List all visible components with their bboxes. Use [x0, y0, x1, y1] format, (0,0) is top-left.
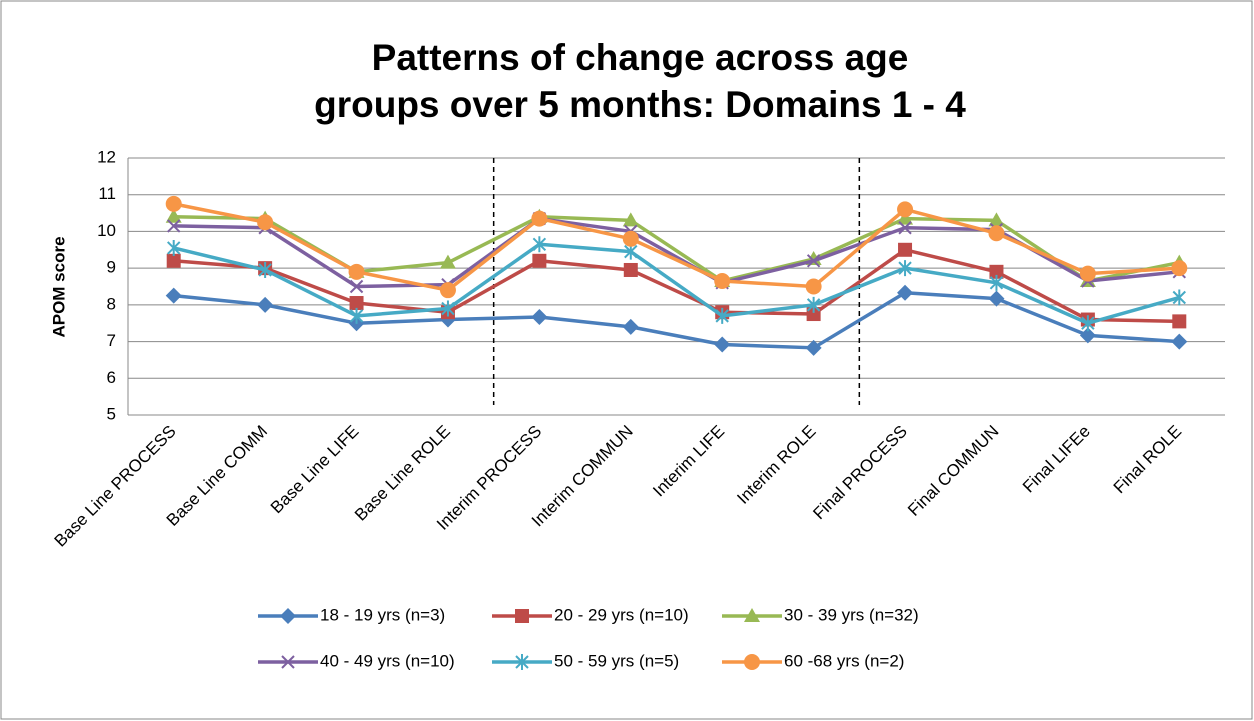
- marker: [165, 208, 182, 223]
- series: [165, 284, 1188, 356]
- marker: [1171, 333, 1188, 350]
- marker: [897, 201, 914, 218]
- series-line: [173, 248, 1180, 324]
- marker: [898, 260, 912, 277]
- marker: [349, 279, 364, 294]
- marker: [257, 214, 274, 231]
- marker: [898, 242, 913, 257]
- y-tick-label: 9: [107, 258, 116, 277]
- legend-label: 50 - 59 yrs (n=5): [554, 651, 679, 670]
- marker: [348, 263, 365, 280]
- marker: [744, 608, 760, 622]
- marker: [1079, 265, 1096, 282]
- y-tick-label: 12: [97, 147, 116, 166]
- marker: [988, 212, 1005, 227]
- y-tick-label: 10: [97, 221, 116, 240]
- marker: [622, 230, 639, 247]
- marker: [531, 308, 548, 325]
- marker: [515, 609, 529, 623]
- marker: [897, 284, 914, 301]
- y-tick-label: 8: [107, 294, 116, 313]
- marker: [439, 282, 456, 299]
- marker: [257, 296, 274, 313]
- marker: [165, 287, 182, 304]
- series-line: [173, 290, 1180, 350]
- marker: [1079, 327, 1096, 344]
- series: [167, 236, 1186, 332]
- marker: [623, 262, 638, 277]
- legend-label: 20 - 29 yrs (n=10): [554, 605, 689, 624]
- marker: [622, 212, 639, 227]
- marker: [989, 264, 1004, 279]
- marker: [441, 300, 455, 317]
- marker: [166, 253, 181, 268]
- marker: [715, 307, 729, 324]
- marker: [167, 219, 181, 233]
- marker: [898, 221, 912, 235]
- marker: [439, 254, 456, 269]
- legend-label: 18 - 19 yrs (n=3): [320, 605, 445, 624]
- y-tick-label: 5: [107, 404, 116, 423]
- marker: [167, 239, 181, 256]
- marker: [1172, 289, 1186, 306]
- marker: [258, 261, 272, 278]
- y-tick-label: 11: [98, 184, 116, 203]
- marker: [805, 339, 822, 356]
- marker: [281, 655, 295, 669]
- series-line: [173, 202, 1180, 292]
- marker: [989, 274, 1004, 291]
- marker: [1081, 315, 1095, 332]
- marker: [744, 654, 760, 670]
- legend-label: 60 -68 yrs (n=2): [784, 651, 904, 670]
- series: [165, 195, 1188, 299]
- marker: [515, 654, 529, 670]
- marker: [622, 318, 639, 335]
- series-line: [173, 242, 1180, 325]
- marker: [988, 290, 1005, 307]
- y-axis-label: APOM score: [49, 236, 68, 337]
- marker: [806, 254, 821, 268]
- chart-title: Patterns of change across age groups over…: [314, 37, 966, 125]
- marker: [532, 236, 547, 253]
- marker: [806, 296, 821, 313]
- y-tick-label: 6: [107, 368, 116, 387]
- marker: [897, 210, 914, 225]
- legend-label: 40 - 49 yrs (n=10): [320, 651, 455, 670]
- marker: [806, 307, 821, 322]
- marker: [805, 278, 822, 295]
- marker: [165, 195, 182, 212]
- marker: [532, 253, 547, 268]
- marker: [714, 336, 731, 353]
- y-tick-label: 7: [107, 331, 116, 350]
- legend-label: 30 - 39 yrs (n=32): [784, 605, 919, 624]
- marker: [988, 225, 1005, 242]
- marker: [1172, 314, 1187, 329]
- marker: [531, 210, 548, 227]
- marker: [280, 608, 296, 624]
- marker: [349, 307, 364, 324]
- marker: [1171, 260, 1188, 277]
- marker: [349, 296, 364, 311]
- marker: [714, 272, 731, 289]
